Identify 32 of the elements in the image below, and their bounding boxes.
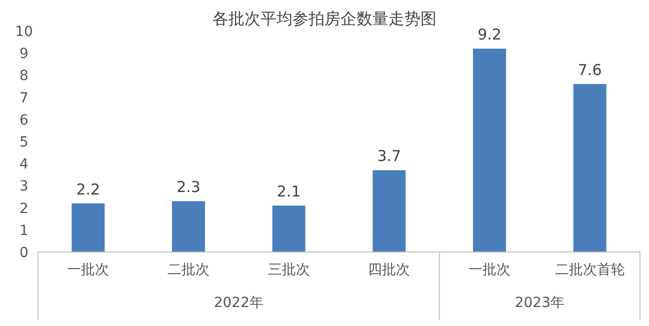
bar [172, 201, 205, 252]
y-tick-label: 2 [20, 200, 28, 217]
bar [473, 48, 506, 252]
y-tick-label: 4 [20, 156, 29, 173]
x-tick-label: 一批次 [468, 262, 510, 278]
y-tick-label: 5 [20, 134, 28, 150]
data-label: 3.7 [377, 147, 402, 166]
x-tick-label: 二批次 [168, 262, 210, 278]
data-label: 2.1 [276, 182, 301, 201]
y-tick-label: 3 [20, 178, 28, 195]
text: 2022年 [214, 295, 264, 311]
x-tick-label: 四批次 [368, 262, 410, 278]
y-tick-label: 0 [20, 245, 28, 261]
data-label: 2.2 [76, 180, 100, 198]
bar [272, 206, 306, 252]
x-tick-label: 一批次 [67, 262, 110, 278]
data-label: 7.6 [578, 61, 602, 80]
y-tick-label: 9 [20, 46, 28, 62]
y-tick-label: 1 [20, 222, 28, 239]
data-label: 9.2 [478, 26, 502, 44]
bar [72, 203, 105, 252]
y-tick-label: 10 [15, 24, 33, 40]
y-tick-label: 7 [20, 90, 28, 106]
x-tick-label: 二批次首轮 [554, 262, 625, 278]
x-tick-label: 三批次 [268, 262, 310, 278]
bar [573, 84, 606, 252]
data-label: 2.3 [176, 178, 200, 196]
text: 2023年 [514, 295, 564, 311]
y-tick-label: 6 [20, 112, 29, 128]
bar [372, 170, 406, 252]
y-tick-label: 8 [20, 68, 28, 84]
chart-title: 各批次平均参拍房企数量走势图 [212, 9, 436, 28]
